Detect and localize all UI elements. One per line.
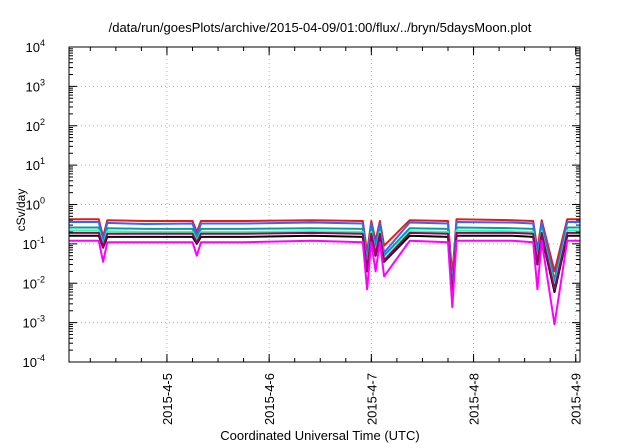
y-tick-label: 103 (26, 77, 45, 94)
axis-ticks (69, 46, 580, 363)
y-tick-label: 10-4 (23, 353, 45, 370)
y-tick-labels: 10-4 10-3 10-2 10-1 100 101 102 103 104 (23, 38, 45, 370)
y-tick-label: 102 (26, 117, 45, 134)
series-line-7 (69, 239, 580, 326)
x-tick-label: 2015-4-9 (569, 373, 584, 425)
x-axis-label: Coordinated Universal Time (UTC) (220, 428, 420, 443)
series-line-5 (69, 234, 580, 300)
y-tick-label: 10-3 (23, 314, 45, 331)
x-tick-label: 2015-4-6 (262, 373, 277, 425)
y-tick-label: 101 (26, 156, 45, 173)
y-tick-label: 10-1 (23, 235, 45, 252)
y-axis-label: cSv/day (14, 188, 28, 232)
x-tick-label: 2015-4-5 (160, 373, 175, 425)
series-lines (69, 218, 580, 326)
y-tick-label: 104 (26, 38, 45, 55)
series-line-6 (69, 231, 580, 298)
chart-title: /data/run/goesPlots/archive/2015-04-09/0… (108, 20, 532, 35)
y-tick-label: 100 (26, 196, 45, 213)
x-tick-label: 2015-4-8 (467, 373, 482, 425)
grid-lines (69, 46, 580, 363)
y-tick-label: 10-2 (23, 274, 45, 291)
x-tick-label: 2015-4-7 (364, 373, 379, 425)
x-tick-labels: 2015-4-5 2015-4-6 2015-4-7 2015-4-8 2015-4-9 (160, 373, 584, 425)
